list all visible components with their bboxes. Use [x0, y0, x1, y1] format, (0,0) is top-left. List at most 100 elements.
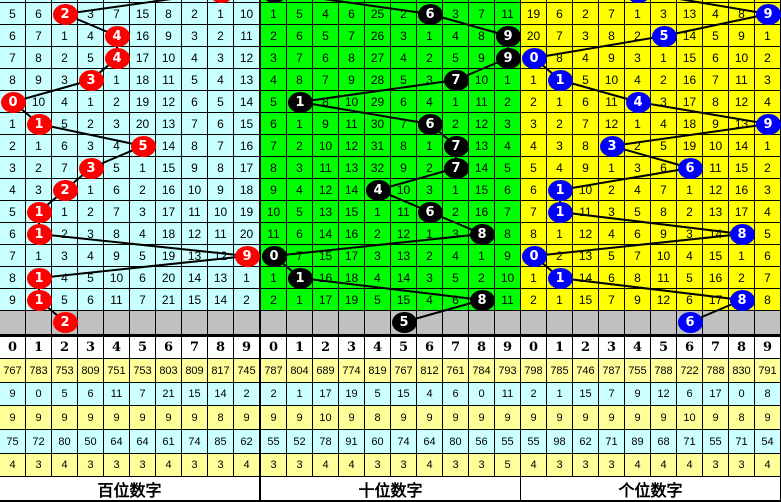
grid-cell: 3: [391, 25, 417, 47]
grid-cell: 10: [313, 135, 339, 157]
stat-cell: 4: [52, 454, 78, 477]
stat-cell: 787: [261, 359, 287, 383]
grid-cell: 4: [521, 135, 547, 157]
stat-cell: 830: [729, 359, 755, 383]
column-header: 2: [573, 337, 599, 359]
grid-cell: 4: [391, 47, 417, 69]
grid-cell: 12: [391, 223, 417, 245]
stat-cell: 3: [469, 454, 495, 477]
trend-ball: 3: [599, 135, 625, 157]
gray-cell: [443, 311, 469, 335]
trend-ball: 6: [677, 157, 703, 179]
grid-cell: 2: [417, 47, 443, 69]
stat-cell: 55: [495, 430, 521, 454]
grid-cell: 10: [104, 267, 130, 289]
grid-cell: 10: [261, 201, 287, 223]
grid-cell: 7: [521, 201, 547, 223]
grid-cell: 7: [599, 3, 625, 25]
trend-ball: 6: [417, 3, 443, 25]
trend-ball: 0: [261, 0, 287, 3]
grid-cell: 17: [156, 201, 182, 223]
grid-cell: 4: [287, 179, 313, 201]
gray-cell: [547, 311, 573, 335]
trend-ball: 1: [26, 223, 52, 245]
trend-ball: 1: [287, 91, 313, 113]
grid-cell: 18: [130, 69, 156, 91]
gray-cell: [365, 311, 391, 335]
stat-cell: 9: [287, 406, 313, 430]
grid-cell: 14: [469, 157, 495, 179]
grid-cell: 1: [755, 135, 781, 157]
gray-cell: [599, 311, 625, 335]
grid-cell: 6: [208, 113, 234, 135]
trend-ball: 8: [208, 0, 234, 3]
trend-ball: 1: [547, 69, 573, 91]
grid-cell: 9: [208, 179, 234, 201]
grid-cell: 5: [495, 157, 521, 179]
grid-cell: 1: [26, 135, 52, 157]
grid-cell: 6: [573, 91, 599, 113]
stat-cell: 753: [52, 359, 78, 383]
gray-cell: [469, 311, 495, 335]
stat-cell: 746: [573, 359, 599, 383]
grid-cell: 14: [313, 223, 339, 245]
trend-ball: 7: [443, 157, 469, 179]
grid-cell: 19: [130, 91, 156, 113]
grid-cell: 3: [599, 201, 625, 223]
grid-cell: 11: [313, 157, 339, 179]
stat-cell: 791: [755, 359, 781, 383]
grid-cell: 4: [130, 223, 156, 245]
grid-cell: 13: [391, 245, 417, 267]
grid-cell: 1: [755, 25, 781, 47]
trend-ball: 8: [469, 289, 495, 311]
stat-cell: 3: [26, 454, 52, 477]
grid-cell: 3: [651, 3, 677, 25]
gray-cell: [339, 311, 365, 335]
grid-cell: [651, 0, 677, 3]
grid-cell: 1: [417, 135, 443, 157]
grid-cell: 1: [287, 113, 313, 135]
stat-cell: 80: [52, 430, 78, 454]
grid-cell: 6: [391, 91, 417, 113]
column-header: 6: [417, 337, 443, 359]
grid-cell: 10: [339, 91, 365, 113]
grid-cell: 16: [234, 135, 260, 157]
grid-cell: 9: [0, 289, 26, 311]
stat-cell: 9: [52, 406, 78, 430]
panel-title: 十位数字: [261, 477, 520, 500]
grid-cell: 11: [208, 223, 234, 245]
grid-cell: 8: [0, 267, 26, 289]
grid-cell: 5: [287, 3, 313, 25]
stat-cell: 9: [521, 406, 547, 430]
panel-title: 个位数字: [521, 477, 780, 500]
trend-ball: 6: [417, 201, 443, 223]
grid-cell: 2: [755, 157, 781, 179]
trend-ball: 8: [729, 289, 755, 311]
grid-cell: 9: [625, 289, 651, 311]
grid-cell: 20: [234, 223, 260, 245]
stat-cell: 9: [625, 383, 651, 406]
grid-cell: 8: [651, 201, 677, 223]
grid-cell: 15: [234, 113, 260, 135]
stat-cell: 71: [729, 430, 755, 454]
stat-cell: 75: [0, 430, 26, 454]
stat-cell: 9: [182, 406, 208, 430]
stat-cell: 9: [495, 406, 521, 430]
grid-cell: 2: [104, 91, 130, 113]
stat-cell: 8: [365, 406, 391, 430]
stat-cell: 785: [547, 359, 573, 383]
stat-cell: 8: [208, 406, 234, 430]
grid-cell: 8: [104, 223, 130, 245]
grid-cell: 12: [208, 245, 234, 267]
grid-cell: 1: [0, 113, 26, 135]
grid-cell: 10: [182, 179, 208, 201]
grid-cell: 31: [365, 135, 391, 157]
gray-cell: [104, 311, 130, 335]
grid-cell: 5: [599, 245, 625, 267]
stat-cell: 0: [469, 383, 495, 406]
gray-cell: [495, 311, 521, 335]
grid-cell: 3: [625, 157, 651, 179]
grid-cell: 9: [599, 47, 625, 69]
gray-cell: [26, 311, 52, 335]
trend-ball: 8: [729, 223, 755, 245]
